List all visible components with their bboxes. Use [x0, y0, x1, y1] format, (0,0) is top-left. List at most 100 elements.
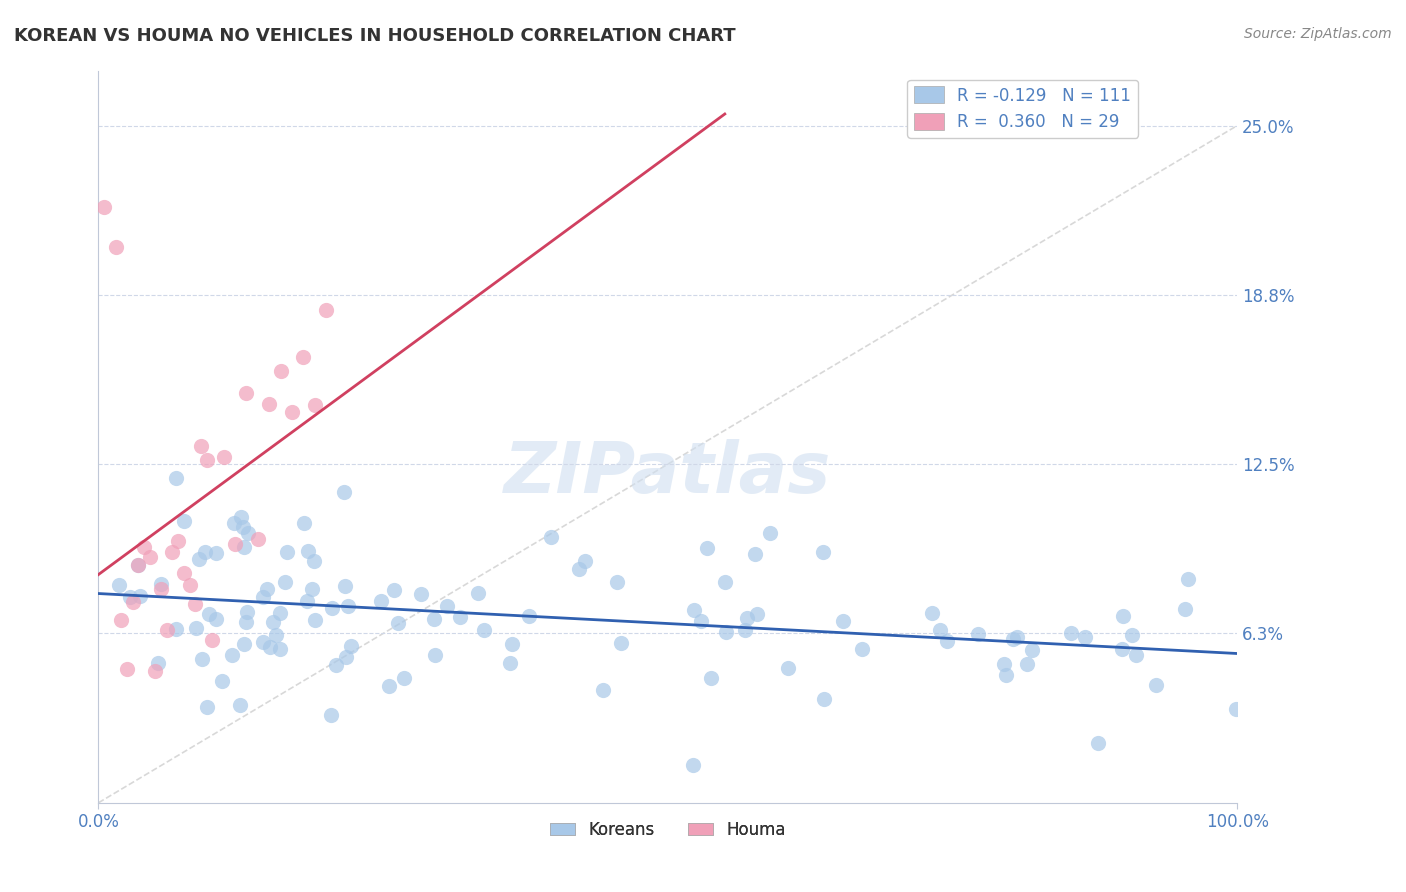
Point	[1144, 678, 1167, 692]
Point	[1225, 702, 1247, 716]
Point	[224, 516, 246, 531]
Point	[304, 398, 326, 412]
Point	[93, 200, 115, 214]
Point	[517, 609, 540, 624]
Point	[321, 707, 343, 722]
Point	[370, 594, 392, 608]
Text: Source: ZipAtlas.com: Source: ZipAtlas.com	[1244, 27, 1392, 41]
Point	[304, 613, 326, 627]
Point	[110, 613, 132, 627]
Point	[162, 544, 184, 558]
Point	[325, 657, 347, 672]
Point	[165, 471, 187, 485]
Point	[187, 551, 209, 566]
Point	[224, 537, 246, 551]
Point	[392, 671, 415, 685]
Point	[993, 657, 1015, 671]
Point	[259, 640, 281, 654]
Point	[335, 649, 357, 664]
Point	[167, 533, 190, 548]
Point	[252, 590, 274, 604]
Point	[377, 680, 399, 694]
Point	[921, 606, 943, 620]
Point	[422, 612, 444, 626]
Point	[281, 404, 304, 418]
Point	[700, 671, 723, 685]
Point	[252, 634, 274, 648]
Point	[115, 662, 138, 676]
Point	[423, 648, 446, 662]
Point	[851, 642, 873, 657]
Point	[194, 545, 217, 559]
Text: ZIPatlas: ZIPatlas	[505, 439, 831, 508]
Point	[1121, 628, 1143, 642]
Legend: Koreans, Houma: Koreans, Houma	[543, 814, 793, 846]
Point	[186, 621, 208, 635]
Point	[292, 350, 315, 364]
Point	[682, 757, 704, 772]
Point	[1125, 648, 1147, 662]
Point	[936, 634, 959, 648]
Point	[262, 615, 284, 630]
Point	[929, 623, 952, 637]
Point	[127, 558, 149, 572]
Point	[994, 667, 1017, 681]
Point	[499, 657, 522, 671]
Point	[233, 540, 256, 554]
Point	[121, 594, 143, 608]
Point	[148, 656, 170, 670]
Point	[467, 585, 489, 599]
Point	[232, 636, 254, 650]
Point	[128, 589, 150, 603]
Point	[273, 574, 295, 589]
Point	[297, 543, 319, 558]
Point	[212, 450, 235, 464]
Point	[967, 627, 990, 641]
Point	[145, 664, 167, 678]
Point	[574, 554, 596, 568]
Point	[734, 624, 756, 638]
Point	[606, 574, 628, 589]
Point	[204, 612, 226, 626]
Point	[472, 623, 495, 637]
Point	[714, 625, 737, 640]
Point	[301, 582, 323, 596]
Point	[256, 582, 278, 596]
Point	[813, 545, 835, 559]
Point	[449, 610, 471, 624]
Point	[1073, 630, 1095, 644]
Point	[1112, 608, 1135, 623]
Point	[302, 553, 325, 567]
Point	[211, 673, 233, 688]
Point	[339, 639, 361, 653]
Point	[568, 561, 591, 575]
Point	[713, 574, 735, 589]
Point	[259, 397, 281, 411]
Point	[1060, 625, 1083, 640]
Point	[387, 616, 409, 631]
Point	[235, 615, 257, 629]
Point	[776, 661, 799, 675]
Point	[229, 698, 252, 712]
Point	[540, 530, 562, 544]
Point	[610, 636, 633, 650]
Point	[689, 614, 711, 628]
Point	[744, 547, 766, 561]
Point	[1174, 602, 1197, 616]
Point	[195, 452, 218, 467]
Point	[235, 605, 257, 619]
Point	[235, 386, 257, 401]
Point	[104, 240, 127, 254]
Point	[333, 485, 356, 500]
Point	[204, 546, 226, 560]
Point	[682, 603, 704, 617]
Point	[191, 652, 214, 666]
Point	[229, 509, 252, 524]
Point	[696, 541, 718, 555]
Point	[190, 439, 212, 453]
Point	[1087, 736, 1109, 750]
Point	[502, 637, 524, 651]
Point	[149, 576, 172, 591]
Point	[221, 648, 243, 663]
Point	[1111, 642, 1133, 657]
